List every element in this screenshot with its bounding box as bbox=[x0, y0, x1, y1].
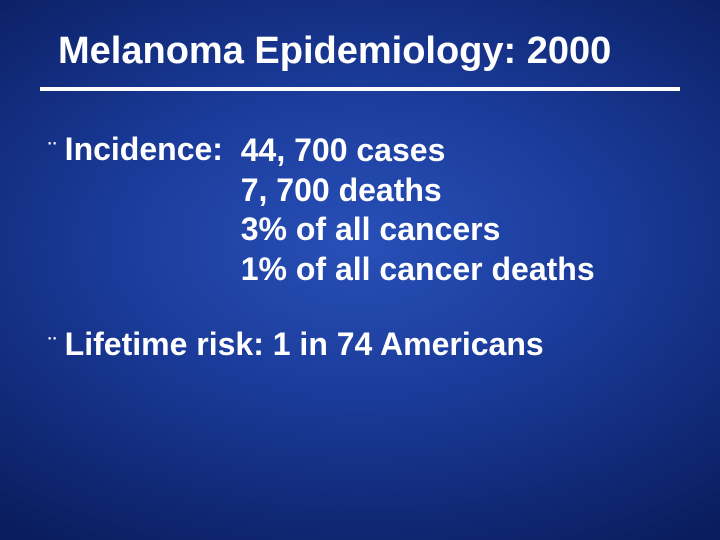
bullet-text: Lifetime risk: 1 in 74 Americans bbox=[65, 326, 544, 363]
bullet-item: ¨ Lifetime risk: 1 in 74 Americans bbox=[48, 326, 680, 366]
diamond-bullet-icon: ¨ bbox=[48, 326, 57, 366]
bullet-value: 44, 700 cases bbox=[241, 131, 595, 171]
bullet-item: ¨ Incidence: 44, 700 cases 7, 700 deaths… bbox=[48, 131, 680, 290]
title-container: Melanoma Epidemiology: 2000 bbox=[40, 30, 680, 91]
bullet-value: 3% of all cancers bbox=[241, 210, 595, 250]
slide-title: Melanoma Epidemiology: 2000 bbox=[58, 30, 662, 73]
bullet-body: Incidence: 44, 700 cases 7, 700 deaths 3… bbox=[65, 131, 595, 290]
slide: Melanoma Epidemiology: 2000 ¨ Incidence:… bbox=[0, 0, 720, 540]
bullet-values: 44, 700 cases 7, 700 deaths 3% of all ca… bbox=[241, 131, 595, 290]
bullet-value: 1% of all cancer deaths bbox=[241, 250, 595, 290]
slide-content: ¨ Incidence: 44, 700 cases 7, 700 deaths… bbox=[40, 131, 680, 366]
diamond-bullet-icon: ¨ bbox=[48, 131, 57, 171]
bullet-label: Incidence: bbox=[65, 131, 241, 168]
bullet-value: 7, 700 deaths bbox=[241, 171, 595, 211]
